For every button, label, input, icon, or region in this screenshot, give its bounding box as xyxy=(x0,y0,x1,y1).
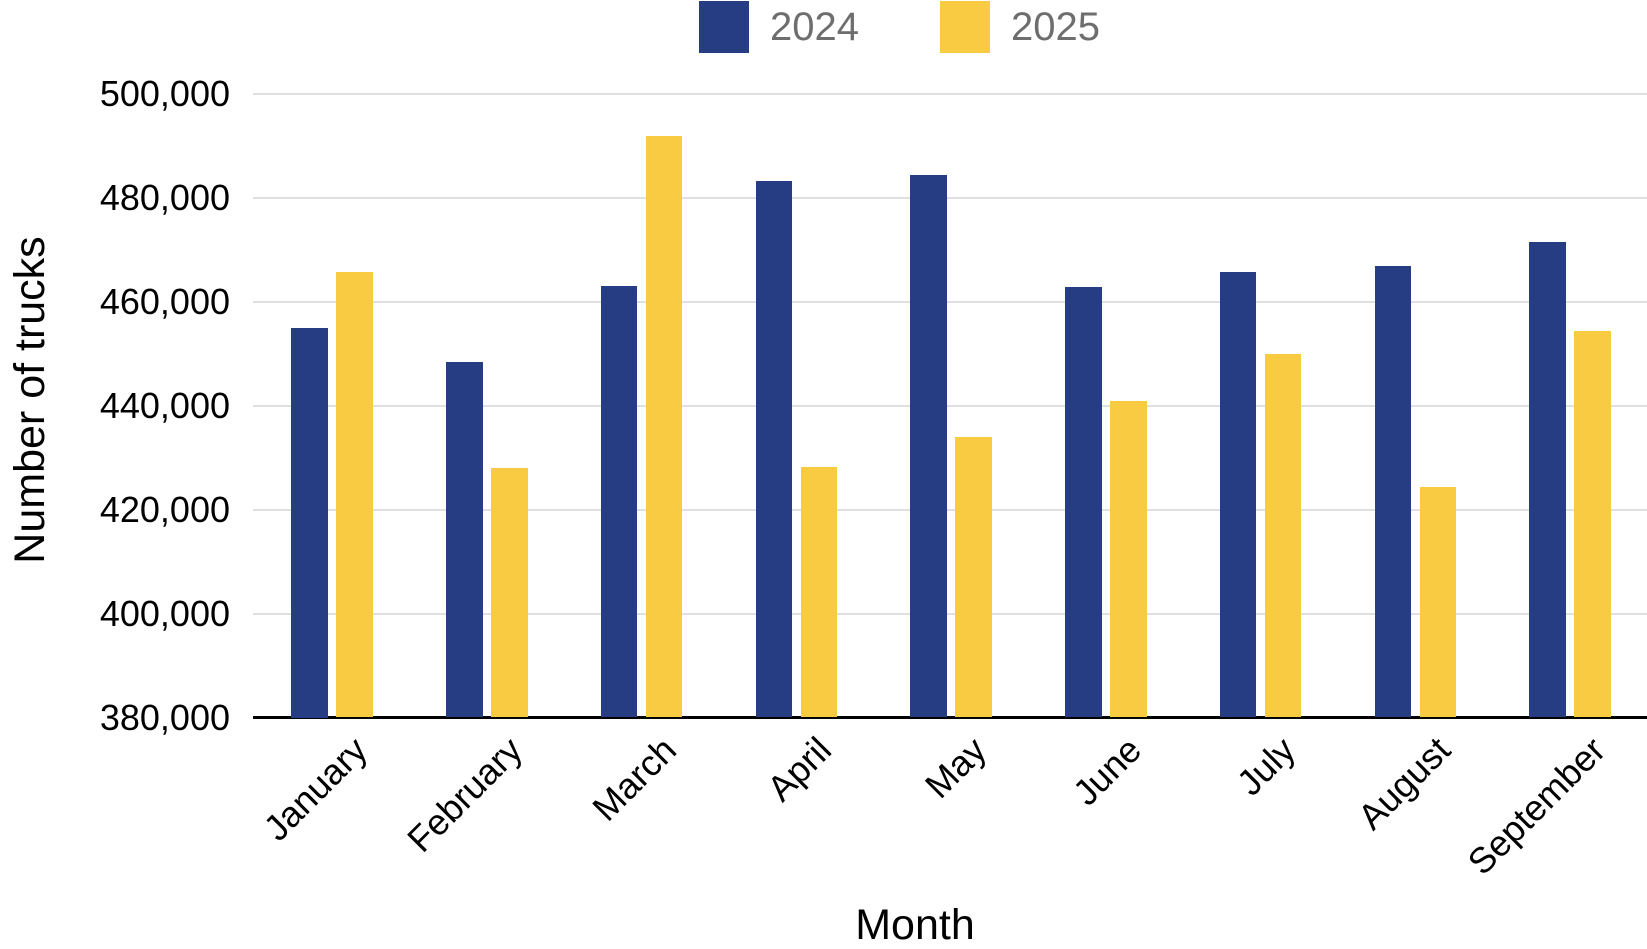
y-tick-label: 500,000 xyxy=(99,73,230,114)
gridline xyxy=(253,300,1647,303)
x-axis-line xyxy=(253,716,1647,719)
y-tick-label: 380,000 xyxy=(99,696,230,738)
bar-2025-september xyxy=(1574,330,1611,718)
bar-2024-june xyxy=(1065,287,1102,718)
bar-2024-january xyxy=(291,327,328,718)
bar-2024-may xyxy=(910,174,947,718)
x-tick-label-august: August xyxy=(1349,729,1459,838)
gridline xyxy=(253,404,1647,407)
x-tick-label-april: April xyxy=(759,729,840,809)
y-tick-label: 400,000 xyxy=(99,592,230,634)
gridline xyxy=(253,196,1647,199)
x-tick-label-may: May xyxy=(916,729,994,807)
legend-item-2025: 2025 xyxy=(940,0,1100,54)
legend-swatch-2025 xyxy=(940,1,990,53)
x-tick-label-june: June xyxy=(1064,729,1149,814)
y-tick-label: 460,000 xyxy=(99,280,230,322)
legend-item-2024: 2024 xyxy=(699,0,859,54)
x-tick-label-january: January xyxy=(255,729,375,849)
bar-2024-february xyxy=(446,362,483,718)
bar-2025-may xyxy=(955,437,992,718)
bar-2025-june xyxy=(1110,400,1147,718)
bar-2024-march xyxy=(600,286,638,718)
bar-2024-august xyxy=(1374,265,1411,718)
x-tick-label-september: September xyxy=(1459,729,1613,883)
bar-2024-april xyxy=(755,181,792,718)
gridline xyxy=(253,93,1647,95)
bar-2025-february xyxy=(491,468,528,718)
y-tick-label: 440,000 xyxy=(99,384,230,426)
y-tick-label: 480,000 xyxy=(99,176,230,218)
bar-2024-september xyxy=(1529,242,1566,718)
x-tick-label-july: July xyxy=(1229,729,1304,804)
bar-2025-march xyxy=(645,135,683,718)
bar-2025-august xyxy=(1419,487,1456,718)
x-axis-title: Month xyxy=(855,901,975,949)
y-tick-label: 420,000 xyxy=(99,488,230,530)
bar-2024-july xyxy=(1219,271,1257,718)
legend-swatch-2024 xyxy=(699,1,749,53)
gridline xyxy=(253,612,1647,615)
bar-2025-january xyxy=(336,272,373,718)
bar-2025-july xyxy=(1264,353,1302,718)
x-tick-label-march: March xyxy=(584,729,685,829)
legend-label-2025: 2025 xyxy=(1011,5,1100,49)
legend-label-2024: 2024 xyxy=(770,5,859,49)
gridline xyxy=(253,508,1647,511)
x-tick-label-february: February xyxy=(398,729,530,860)
bar-2025-april xyxy=(800,467,837,718)
